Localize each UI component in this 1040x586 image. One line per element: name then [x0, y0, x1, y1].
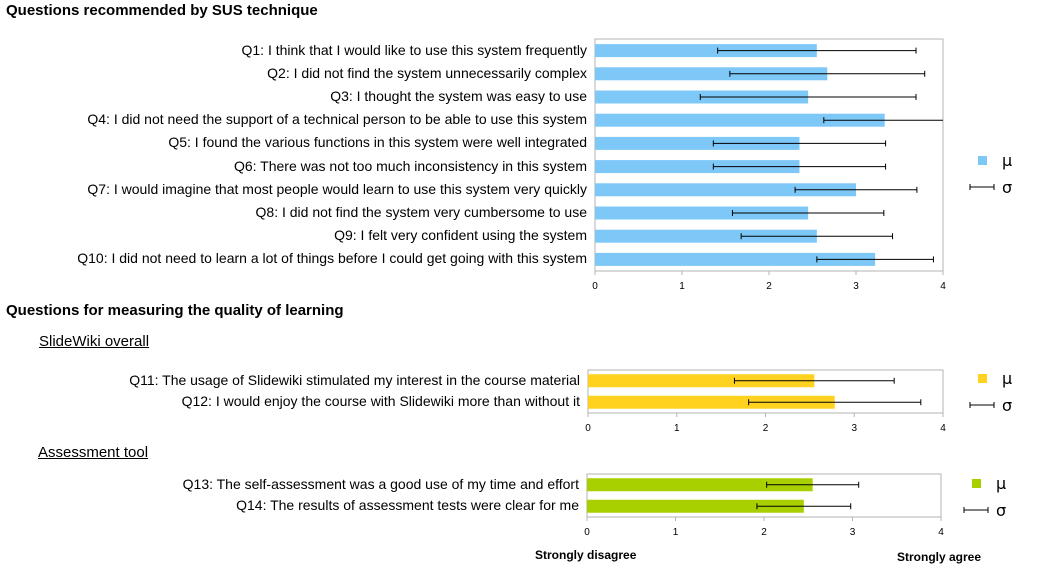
assessment-subheading: Assessment tool	[38, 444, 149, 461]
question-label: Q2: I did not find the system unnecessar…	[267, 64, 587, 81]
bar-q10	[595, 252, 876, 266]
legend-mean-label: μ	[1002, 369, 1012, 388]
strongly-disagree-label: Strongly disagree	[535, 548, 637, 562]
tick-label: 4	[940, 281, 946, 292]
legend-sd-label: σ	[1002, 396, 1012, 415]
tick-label: 1	[679, 281, 685, 292]
tick-label: 3	[851, 423, 857, 434]
legend-mean-swatch	[978, 156, 987, 165]
question-label: Q3: I thought the system was easy to use	[330, 88, 587, 104]
bar-q13	[587, 478, 813, 492]
bar-q7	[595, 183, 856, 197]
tick-label: 0	[584, 527, 590, 538]
bar-q14	[587, 499, 804, 513]
tick-label: 3	[853, 281, 859, 292]
chart-3: 0 1 2 3 4 μσ	[584, 473, 1006, 538]
tick-label: 3	[850, 527, 856, 538]
learning-heading: Questions for measuring the quality of l…	[6, 302, 344, 319]
question-label: Q8: I did not find the system very cumbe…	[255, 204, 587, 220]
tick-label: 2	[761, 527, 767, 538]
bar-q5	[595, 136, 800, 150]
legend-mean-swatch	[972, 479, 981, 488]
tick-label: 2	[763, 423, 769, 434]
question-label: Q11: The usage of Slidewiki stimulated m…	[129, 371, 580, 388]
bar-q11	[588, 374, 815, 388]
tick-label: 4	[940, 423, 946, 434]
question-label: Q1: I think that I would like to use thi…	[241, 41, 588, 58]
legend-mean-label: μ	[1002, 151, 1012, 170]
tick-label: 1	[674, 423, 680, 434]
bar-q12	[588, 395, 835, 409]
question-label: Q6: There was not too much inconsistency…	[233, 157, 587, 174]
legend-sd-label: σ	[1002, 178, 1012, 197]
strongly-agree-label: Strongly agree	[897, 550, 982, 564]
tick-label: 4	[938, 527, 944, 538]
tick-label: 0	[585, 423, 591, 434]
bar-q9	[595, 229, 817, 243]
bar-q2	[595, 67, 828, 81]
bar-q8	[595, 206, 809, 220]
question-label: Q14: The results of assessment tests wer…	[236, 497, 579, 514]
question-label: Q13: The self-assessment was a good use …	[182, 475, 579, 492]
sus-heading: Questions recommended by SUS technique	[6, 2, 318, 19]
question-label: Q4: I did not need the support of a tech…	[87, 111, 587, 128]
question-label: Q7: I would imagine that most people wou…	[87, 180, 587, 197]
tick-label: 2	[766, 281, 772, 292]
slidewiki-subheading: SlideWiki overall	[39, 333, 150, 350]
legend-mean-label: μ	[996, 474, 1006, 493]
legend-sd-label: σ	[996, 501, 1006, 520]
tick-label: 1	[673, 527, 679, 538]
bar-q6	[595, 160, 800, 174]
question-label: Q5: I found the various functions in thi…	[168, 134, 587, 151]
bar-q4	[595, 113, 885, 127]
legend-mean-swatch	[978, 374, 987, 383]
chart-1: 0 1 2 3 4 μσ	[592, 38, 1012, 292]
tick-label: 0	[592, 281, 598, 292]
question-label: Q10: I did not need to learn a lot of th…	[77, 250, 587, 267]
chart-2: 0 1 2 3 4 μσ	[585, 369, 1012, 434]
bar-q1	[595, 44, 817, 58]
question-label: Q12: I would enjoy the course with Slide…	[181, 393, 580, 410]
question-label: Q9: I felt very confident using the syst…	[334, 227, 587, 244]
